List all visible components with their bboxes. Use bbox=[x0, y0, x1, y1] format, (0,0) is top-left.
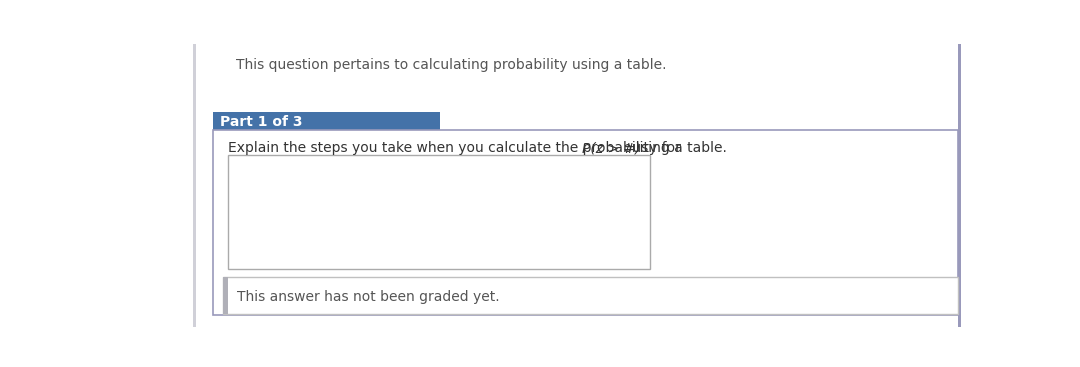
Text: This question pertains to calculating probability using a table.: This question pertains to calculating pr… bbox=[235, 58, 666, 72]
FancyBboxPatch shape bbox=[213, 112, 440, 132]
FancyBboxPatch shape bbox=[224, 277, 958, 313]
Text: P(z > #): P(z > #) bbox=[582, 141, 640, 155]
Text: using a table.: using a table. bbox=[627, 141, 727, 155]
Text: Explain the steps you take when you calculate the probability for: Explain the steps you take when you calc… bbox=[228, 141, 685, 155]
FancyBboxPatch shape bbox=[228, 155, 650, 269]
FancyBboxPatch shape bbox=[958, 44, 961, 327]
Text: Part 1 of 3: Part 1 of 3 bbox=[220, 115, 302, 129]
FancyBboxPatch shape bbox=[224, 277, 228, 313]
Text: This answer has not been graded yet.: This answer has not been graded yet. bbox=[238, 290, 500, 305]
FancyBboxPatch shape bbox=[193, 44, 197, 327]
FancyBboxPatch shape bbox=[213, 130, 958, 315]
